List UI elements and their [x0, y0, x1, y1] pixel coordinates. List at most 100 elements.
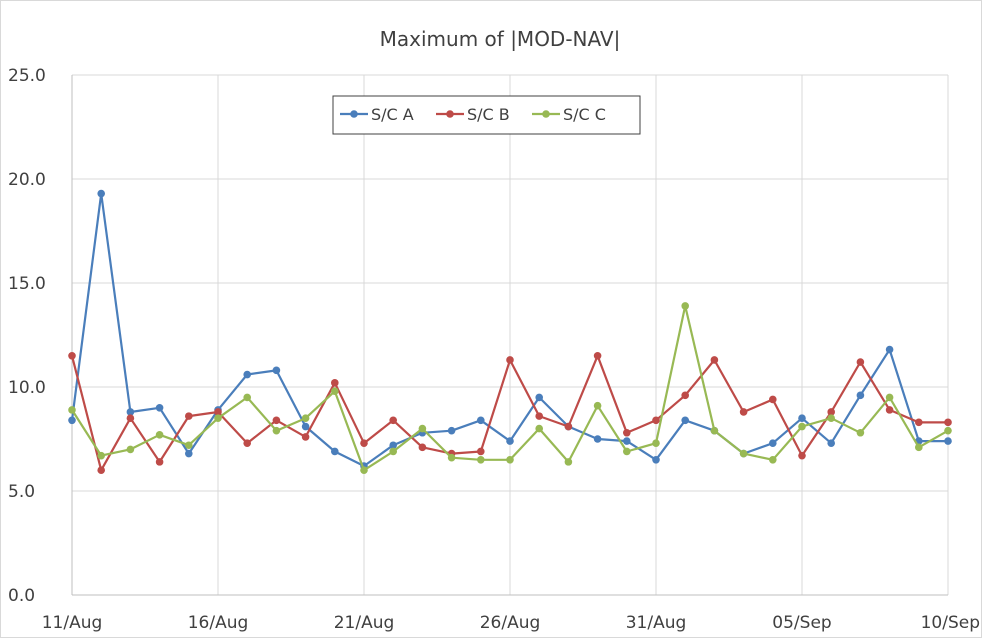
data-point: [681, 302, 689, 310]
series-group: [68, 189, 952, 475]
data-point: [623, 437, 631, 445]
data-point: [915, 443, 923, 452]
data-point: [535, 424, 543, 433]
legend-box: [332, 95, 641, 135]
data-point: [506, 356, 514, 364]
x-tick-label: 10/Sep: [921, 613, 980, 633]
legend-point-marker: [446, 110, 454, 118]
data-point: [593, 352, 602, 360]
data-point: [331, 447, 339, 456]
y-tick-label: 20.0: [8, 170, 46, 190]
data-point: [915, 418, 923, 427]
data-point: [126, 414, 135, 423]
data-point: [185, 449, 193, 458]
data-point: [68, 406, 76, 414]
data-point: [798, 414, 806, 423]
data-point: [593, 435, 602, 443]
data-point: [477, 416, 485, 425]
data-point: [652, 456, 660, 464]
data-point: [652, 439, 660, 447]
data-point: [214, 408, 222, 416]
data-point: [506, 456, 514, 464]
data-point: [681, 416, 689, 425]
data-point: [243, 439, 251, 447]
data-point: [68, 352, 76, 360]
legend-entry: S/C A: [340, 105, 414, 124]
legend-label: S/C B: [467, 105, 510, 124]
data-point: [710, 426, 719, 435]
data-point: [214, 414, 222, 423]
data-point: [272, 366, 281, 375]
data-point: [798, 422, 806, 431]
data-point: [418, 424, 427, 433]
data-point: [155, 431, 164, 439]
axes: 0.0 5.0 10.0 15.0 20.0 25.0 11/Aug 16/Aug 21/Aug…: [8, 66, 980, 633]
data-point: [827, 414, 835, 423]
data-point: [856, 428, 865, 437]
data-point: [885, 406, 894, 414]
data-point: [769, 395, 777, 404]
x-tick-label: 21/Aug: [334, 613, 395, 633]
x-tick-label: 26/Aug: [480, 613, 541, 633]
data-point: [389, 441, 398, 450]
data-point: [681, 391, 689, 400]
x-tick-label: 05/Sep: [772, 613, 831, 633]
data-point: [710, 356, 719, 364]
data-point: [944, 426, 952, 435]
y-tick-label: 25.0: [8, 66, 46, 86]
data-point: [769, 439, 777, 447]
legend-entry: S/C B: [436, 105, 510, 124]
data-point: [564, 458, 573, 466]
data-point: [185, 412, 193, 420]
data-point: [155, 458, 164, 466]
data-point: [97, 451, 105, 460]
data-point: [97, 189, 105, 198]
data-point: [798, 451, 806, 460]
y-tick-label: 5.0: [8, 482, 35, 502]
data-point: [243, 370, 251, 379]
data-point: [885, 345, 894, 354]
data-point: [301, 414, 310, 423]
data-point: [856, 358, 865, 366]
data-point: [856, 391, 865, 400]
data-point: [769, 456, 777, 464]
data-point: [623, 447, 631, 456]
legend-label: S/C A: [371, 105, 414, 124]
data-point: [272, 426, 281, 435]
data-point: [389, 416, 398, 425]
data-point: [331, 387, 339, 395]
data-point: [360, 439, 368, 447]
data-point: [739, 449, 748, 458]
data-point: [272, 416, 281, 425]
data-point: [477, 447, 485, 456]
data-point: [418, 443, 427, 452]
y-tick-label: 15.0: [8, 274, 46, 294]
grid-lines: [72, 74, 949, 595]
data-point: [739, 408, 748, 416]
data-point: [477, 456, 485, 464]
data-point: [885, 393, 894, 402]
y-tick-label: 0.0: [8, 586, 35, 606]
data-point: [126, 408, 135, 416]
data-point: [97, 466, 105, 475]
data-point: [301, 433, 310, 441]
x-tick-label: 11/Aug: [42, 613, 103, 633]
x-tick-label: 16/Aug: [188, 613, 249, 633]
data-point: [126, 445, 135, 454]
legend: S/C A S/C B S/C C: [332, 95, 641, 135]
data-point: [243, 393, 251, 402]
data-point: [301, 422, 310, 431]
data-point: [155, 404, 164, 412]
series-s-c-b: [68, 352, 952, 475]
data-point: [564, 422, 573, 431]
data-point: [360, 466, 368, 475]
data-point: [593, 401, 602, 410]
data-point: [827, 408, 835, 416]
data-point: [185, 441, 193, 450]
data-point: [331, 379, 339, 387]
series-s-c-c: [68, 302, 952, 475]
data-point: [623, 428, 631, 437]
y-tick-label: 10.0: [8, 378, 46, 398]
data-point: [535, 393, 543, 402]
